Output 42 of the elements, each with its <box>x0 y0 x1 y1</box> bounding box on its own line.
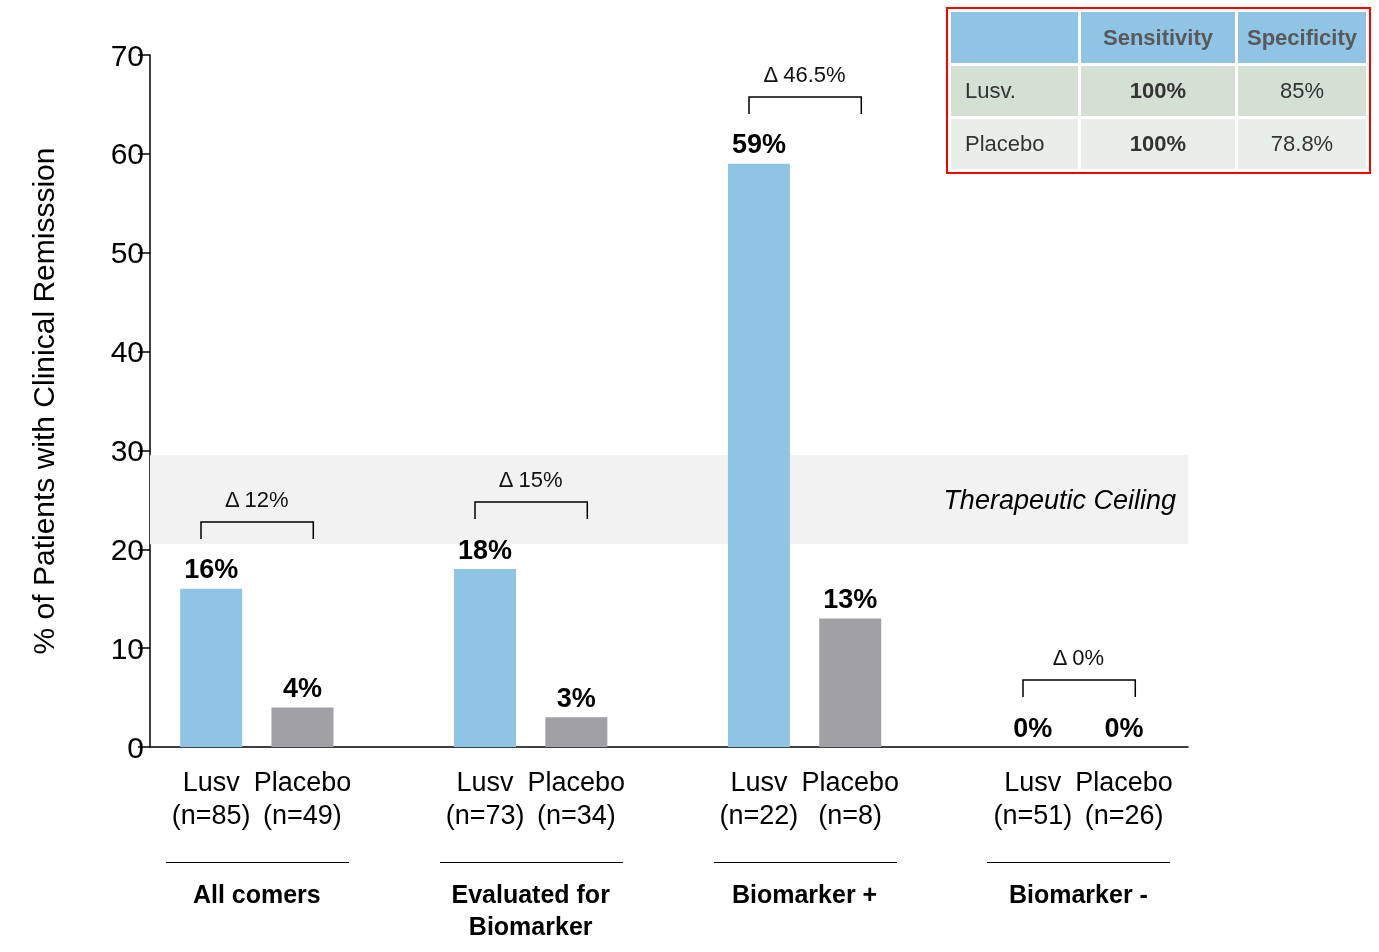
data-label: 59% <box>731 129 786 160</box>
y-axis-title: % of Patients with Clinical Remisssion <box>26 147 60 655</box>
annotation: Δ 0% <box>1052 645 1105 671</box>
text: 100% <box>1129 131 1187 156</box>
text: Biomarker + <box>730 879 879 910</box>
y-tick-label: 0 <box>127 730 144 764</box>
category-label: Sensitivity <box>1081 12 1235 63</box>
category-label: Specificity <box>1238 12 1366 63</box>
x-tick-label: Placebo (n=34) <box>527 766 626 830</box>
text: 85% <box>1279 78 1325 103</box>
y-tick-label: 70 <box>110 38 144 72</box>
text: Evaluated for Biomarker <box>450 879 611 942</box>
band-label: Therapeutic Ceiling <box>943 484 1176 515</box>
x-tick-label: Lusv (n=85) <box>171 766 251 830</box>
x-tick-label: Placebo (n=49) <box>253 766 352 830</box>
y-tick-label: 50 <box>110 236 144 270</box>
category-label: Lusv. <box>965 78 1016 103</box>
y-tick-label: 20 <box>110 532 144 566</box>
x-tick-label: Placebo (n=8) <box>801 766 900 830</box>
data-label: 0% <box>1013 712 1053 743</box>
y-tick-label: 30 <box>110 433 144 467</box>
category-label: Placebo <box>965 131 1045 156</box>
data-label: 18% <box>458 534 513 565</box>
annotation: Δ 12% <box>224 486 289 513</box>
annotation: Δ 15% <box>498 467 563 494</box>
text: 78.8% <box>1270 131 1334 156</box>
data-label: 0% <box>1104 712 1144 743</box>
y-tick-label: 40 <box>110 335 144 369</box>
data-label: 4% <box>282 672 322 703</box>
data-label: 16% <box>184 554 239 585</box>
data-label: 13% <box>823 583 878 614</box>
data-label: 3% <box>556 682 596 713</box>
y-tick-label: 60 <box>110 137 144 171</box>
y-tick-label: 10 <box>110 631 144 665</box>
x-tick-label: Lusv (n=51) <box>993 766 1073 830</box>
x-tick-label: Lusv (n=73) <box>445 766 525 830</box>
text: 100% <box>1129 78 1187 103</box>
text: Biomarker - <box>1007 879 1149 910</box>
x-tick-label: Placebo (n=26) <box>1075 766 1173 830</box>
text: All comers <box>191 879 322 910</box>
x-tick-label: Lusv (n=22) <box>719 766 799 830</box>
annotation: Δ 46.5% <box>763 61 846 88</box>
